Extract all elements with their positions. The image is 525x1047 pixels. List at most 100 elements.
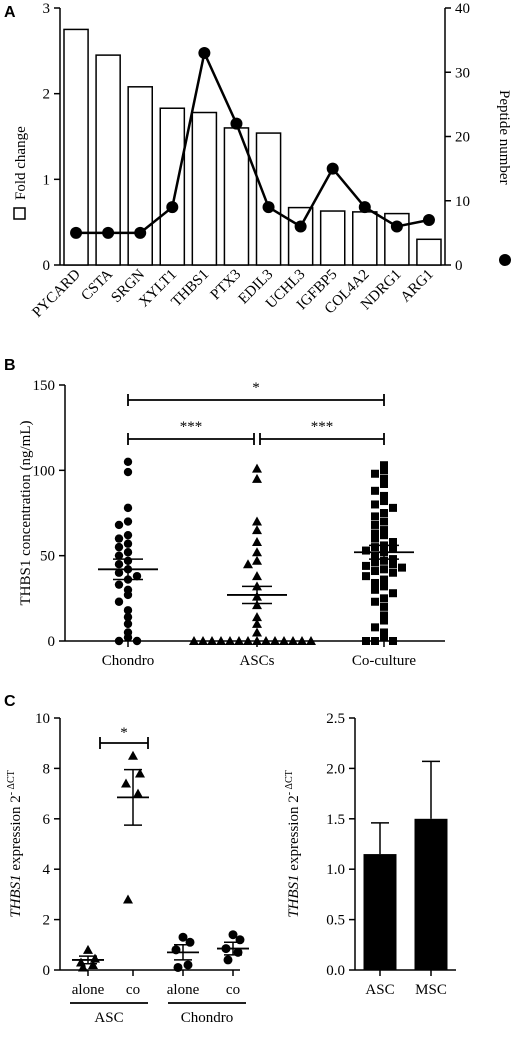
data-point	[252, 555, 262, 565]
data-point	[121, 778, 131, 788]
data-point	[279, 636, 289, 645]
data-point	[371, 500, 379, 509]
data-point	[380, 575, 388, 584]
data-point	[123, 530, 133, 540]
bar	[127, 86, 154, 266]
y-tick-label: 2	[43, 913, 51, 929]
data-point	[83, 944, 93, 954]
line-point	[422, 214, 435, 227]
line-point	[166, 201, 179, 214]
significance-label: ***	[180, 419, 203, 435]
data-point	[389, 560, 397, 569]
data-point	[371, 534, 379, 543]
data-point	[123, 612, 133, 622]
y-tick-label-right: 0	[455, 258, 463, 274]
data-point	[371, 567, 379, 576]
data-point	[371, 543, 379, 552]
y-tick-label-left: 1	[43, 172, 51, 188]
data-point	[252, 525, 262, 535]
data-point	[135, 768, 145, 778]
y-axis-label-left: Fold change	[13, 126, 29, 200]
data-point	[252, 571, 262, 581]
y-tick-label-left: 3	[43, 1, 51, 17]
data-point	[228, 930, 238, 940]
line-point	[262, 201, 275, 214]
line-point	[294, 220, 307, 233]
category-label: alone	[72, 982, 105, 998]
bar	[416, 238, 442, 266]
y-tick-label: 0	[48, 634, 56, 650]
data-point	[362, 637, 370, 645]
bar	[287, 206, 314, 266]
data-point	[128, 750, 138, 760]
y-tick-label: 10	[35, 711, 50, 727]
data-point	[252, 547, 262, 557]
data-point	[380, 616, 388, 625]
y-axis-label-right: Peptide number	[496, 90, 512, 185]
data-point	[380, 628, 388, 637]
data-point	[380, 602, 388, 611]
y-tick-label: 6	[43, 812, 51, 828]
group-label: Chondro	[181, 1010, 234, 1026]
data-point	[90, 953, 100, 963]
data-point	[389, 568, 397, 577]
data-point	[114, 560, 124, 569]
bar	[319, 210, 346, 266]
line-point	[198, 46, 211, 59]
data-point	[380, 531, 388, 540]
legend-bar-marker	[13, 207, 26, 220]
y-tick-label: 1.5	[326, 812, 345, 828]
data-point	[371, 512, 379, 521]
data-point	[362, 561, 370, 570]
data-point	[371, 486, 379, 495]
data-point	[252, 627, 262, 637]
y-tick-label-right: 30	[455, 65, 470, 81]
y-tick-label-right: 20	[455, 130, 470, 146]
y-tick-label: 8	[43, 761, 51, 777]
data-point	[380, 461, 388, 470]
data-point	[252, 473, 262, 483]
data-point	[252, 463, 262, 473]
data-point	[243, 636, 253, 645]
data-point	[380, 565, 388, 574]
data-point	[371, 551, 379, 560]
chart-panel-b: 0 50 100 150 Chondro ASCs Co-culture THBS1 conc…	[18, 378, 445, 669]
data-point	[114, 534, 124, 543]
data-point	[380, 526, 388, 535]
data-point	[183, 960, 193, 970]
data-point	[252, 618, 262, 628]
data-point	[243, 559, 253, 569]
significance-label: *	[120, 725, 128, 741]
data-point	[225, 636, 235, 645]
data-point	[123, 467, 133, 477]
data-point	[123, 539, 133, 548]
data-point	[114, 597, 124, 606]
category-label: co	[126, 982, 140, 998]
data-point	[371, 637, 379, 645]
data-point	[380, 491, 388, 500]
category-label: alone	[167, 982, 200, 998]
bar	[191, 111, 218, 266]
data-point	[371, 597, 379, 606]
category-label: Chondro	[102, 653, 155, 669]
data-point	[389, 503, 397, 512]
data-point	[252, 612, 262, 622]
data-point	[389, 544, 397, 553]
significance-label: ***	[311, 419, 334, 435]
data-point	[114, 568, 124, 577]
data-point	[380, 556, 388, 565]
data-point	[123, 619, 133, 629]
bar	[63, 28, 89, 266]
bar	[352, 211, 378, 266]
y-tick-label: 1.0	[326, 862, 345, 878]
data-point	[178, 932, 188, 942]
data-point	[114, 580, 124, 589]
bar	[255, 132, 282, 266]
y-tick-label: 150	[33, 378, 56, 394]
group-label: ASC	[94, 1010, 123, 1026]
data-point	[380, 466, 388, 475]
category-label: ARG1	[398, 267, 437, 306]
category-label: Co-culture	[352, 653, 416, 669]
